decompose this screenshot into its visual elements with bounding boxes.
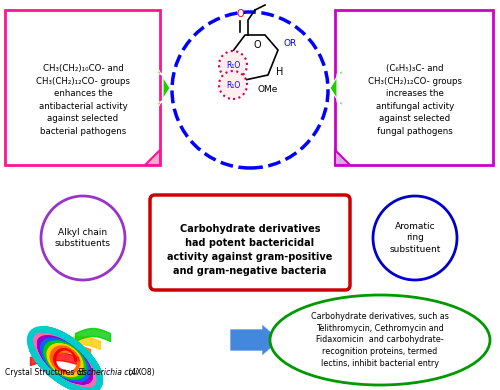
Text: Crystal Structures of: Crystal Structures of <box>5 368 86 377</box>
Text: OR: OR <box>283 39 296 48</box>
Circle shape <box>219 71 247 99</box>
FancyArrow shape <box>230 324 280 356</box>
Text: Escherichia coli: Escherichia coli <box>78 368 137 377</box>
Ellipse shape <box>270 295 490 385</box>
Circle shape <box>373 196 457 280</box>
Polygon shape <box>335 150 350 165</box>
Text: OMe: OMe <box>258 85 278 94</box>
Text: H: H <box>276 67 283 77</box>
FancyArrow shape <box>401 200 429 220</box>
Text: O: O <box>253 40 261 50</box>
Text: Carbohydrate derivatives, such as
Telithromycin, Cethromycin and
Fidaxomicin  an: Carbohydrate derivatives, such as Telith… <box>311 312 449 368</box>
Circle shape <box>41 196 125 280</box>
Text: O: O <box>236 9 244 19</box>
Text: Carbohydrate derivatives
had potent bactericidal
activity against gram-positive
: Carbohydrate derivatives had potent bact… <box>168 224 332 276</box>
FancyBboxPatch shape <box>335 10 493 165</box>
Polygon shape <box>145 150 160 165</box>
Text: R₁O: R₁O <box>226 80 240 89</box>
Text: (C₆H₅)₃C- and
CH₃(CH₂)₁₂CO- groups
increases the
antifungal activity
against sel: (C₆H₅)₃C- and CH₃(CH₂)₁₂CO- groups incre… <box>368 64 462 136</box>
FancyArrow shape <box>69 200 97 220</box>
FancyBboxPatch shape <box>5 10 160 165</box>
Text: (4XO8): (4XO8) <box>126 368 155 377</box>
Text: Aromatic
ring
substituent: Aromatic ring substituent <box>390 222 440 254</box>
Circle shape <box>219 51 247 79</box>
FancyArrow shape <box>158 69 170 107</box>
Text: Alkyl chain
substituents: Alkyl chain substituents <box>55 228 111 248</box>
Text: R₁O: R₁O <box>226 60 240 69</box>
FancyArrow shape <box>330 69 342 107</box>
Circle shape <box>172 12 328 168</box>
FancyBboxPatch shape <box>150 195 350 290</box>
Text: CH₃(CH₂)₁₀CO- and
CH₃(CH₂)₁₂CO- groups
enhances the
antibacterial activity
again: CH₃(CH₂)₁₀CO- and CH₃(CH₂)₁₂CO- groups e… <box>36 64 130 136</box>
